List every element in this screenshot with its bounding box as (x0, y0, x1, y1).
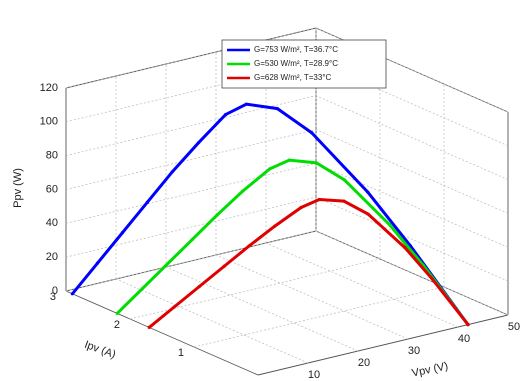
x-tick-label: 30 (408, 345, 420, 357)
z-tick-label: 40 (46, 217, 58, 229)
data-point (342, 200, 345, 203)
y-tick-label: 1 (178, 347, 184, 359)
series-line (117, 160, 468, 324)
x-tick-label: 20 (358, 357, 370, 369)
grid-line (66, 96, 316, 156)
z-tick-label: 80 (46, 150, 58, 162)
data-point (241, 189, 244, 192)
data-point (198, 285, 201, 288)
x-tick-label: 40 (458, 333, 470, 345)
data-point (466, 323, 469, 326)
data-point (166, 263, 169, 266)
data-point (191, 238, 194, 241)
x-axis-label: Vpv (V) (411, 360, 449, 379)
grid-line (116, 279, 308, 363)
data-point (197, 141, 200, 144)
data-point (288, 159, 291, 162)
legend-label: G=628 W/m², T=33°C (254, 73, 332, 82)
y-tick-label: 2 (114, 319, 120, 331)
data-point (71, 292, 74, 295)
data-point (431, 277, 434, 280)
grid-line (66, 163, 316, 223)
data-point (318, 198, 321, 201)
data-point (116, 312, 119, 315)
data-point (310, 131, 313, 134)
series-line (149, 200, 468, 328)
data-point (248, 244, 251, 247)
data-point (366, 212, 369, 215)
data-point (366, 191, 369, 194)
data-point (146, 201, 149, 204)
x-tick-label: 10 (308, 369, 320, 381)
data-point (173, 305, 176, 308)
data-point (216, 213, 219, 216)
grid-line (216, 255, 408, 339)
data-point (268, 167, 271, 170)
x-tick-label: 50 (508, 321, 520, 333)
data-point (245, 103, 248, 106)
data-point (343, 178, 346, 181)
legend-label: G=530 W/m², T=28.9°C (254, 59, 338, 68)
z-tick-label: 120 (40, 82, 58, 94)
data-point (388, 223, 391, 226)
z-tick-label: 60 (46, 183, 58, 195)
grid-line (66, 130, 316, 190)
grid-line (166, 267, 358, 351)
series-line (72, 104, 468, 324)
grid-line (316, 197, 508, 281)
y-axis-label: Ipv (A) (83, 339, 118, 361)
data-point (300, 206, 303, 209)
data-point (96, 262, 99, 265)
data-point (148, 326, 151, 329)
z-tick-label: 20 (46, 251, 58, 263)
z-axis-label: Ppv (W) (12, 168, 24, 208)
grid-line (266, 243, 458, 327)
data-point (223, 265, 226, 268)
data-point (315, 161, 318, 164)
data-point (276, 107, 279, 110)
data-point (273, 225, 276, 228)
grid-line (316, 163, 508, 247)
data-point (141, 287, 144, 290)
z-tick-label: 100 (40, 116, 58, 128)
grid-line (130, 259, 380, 319)
data-point (224, 113, 227, 116)
legend: G=753 W/m², T=36.7°C G=530 W/m², T=28.9°C… (222, 40, 386, 88)
data-point (121, 231, 124, 234)
box-edge (66, 291, 258, 375)
data-point (403, 246, 406, 249)
z-tick-label: 0 (52, 285, 58, 297)
data-point (171, 170, 174, 173)
legend-label: G=753 W/m², T=36.7°C (254, 45, 338, 54)
